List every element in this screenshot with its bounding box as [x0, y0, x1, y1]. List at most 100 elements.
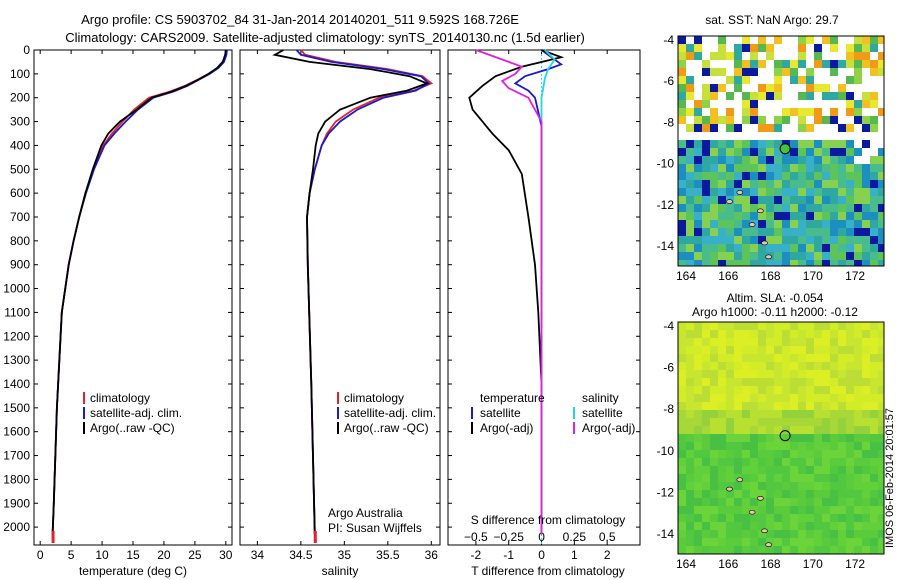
map-cell: [822, 522, 830, 530]
map-cell: [854, 394, 862, 402]
map-cell: [798, 76, 806, 84]
map-cell: [870, 378, 878, 386]
map-cell: [798, 44, 806, 52]
map-cell: [830, 338, 838, 346]
map-cell: [830, 498, 838, 506]
map-cell: [838, 346, 846, 354]
map-cell: [790, 140, 798, 148]
map-cell: [734, 514, 742, 522]
map-cell: [846, 260, 854, 266]
map-cell: [774, 378, 782, 386]
map-cell: [718, 346, 726, 354]
map-cell: [838, 394, 846, 402]
timestamp-stamp: IMOS 06-Feb-2014 20:01:57: [884, 408, 896, 548]
map-cell: [742, 538, 750, 546]
legend-sal-argo: Argo(-adj): [582, 421, 635, 435]
map-cell: [750, 506, 758, 514]
map-cell: [822, 140, 830, 148]
map-cell: [686, 52, 694, 60]
map-cell: [862, 466, 870, 474]
x-tick-label: 30: [219, 548, 233, 562]
map-cell: [838, 530, 846, 538]
map-cell: [750, 418, 758, 426]
x-tick-label: -2: [471, 548, 482, 562]
map-cell: [878, 204, 884, 212]
map-cell: [774, 68, 782, 76]
map-cell: [758, 92, 766, 100]
series-line-satellite: [540, 49, 556, 535]
map-cell: [758, 362, 766, 370]
map-cell: [838, 434, 846, 442]
map-cell: [798, 498, 806, 506]
map-cell: [870, 482, 878, 490]
legend-climatology: climatology: [344, 391, 404, 405]
map-cell: [766, 530, 774, 538]
map-cell: [702, 180, 710, 188]
map-cell: [838, 426, 846, 434]
map-cell: [766, 522, 774, 530]
map-cell: [830, 172, 838, 180]
map-cell: [790, 354, 798, 362]
map-cell: [686, 362, 694, 370]
map-cell: [734, 490, 742, 498]
map-cell: [846, 164, 854, 172]
map-cell: [854, 490, 862, 498]
map-cell: [806, 92, 814, 100]
map-cell: [878, 148, 884, 156]
map-cell: [742, 514, 750, 522]
map-cell: [870, 36, 878, 44]
map-cell: [798, 188, 806, 196]
map-cell: [702, 466, 710, 474]
map-cell: [822, 490, 830, 498]
map-cell: [838, 156, 846, 164]
map-cell: [750, 458, 758, 466]
map-cell: [702, 490, 710, 498]
map-cell: [782, 188, 790, 196]
map-cell: [678, 450, 686, 458]
map-cell: [718, 498, 726, 506]
map-cell: [862, 124, 870, 132]
map-cell: [830, 474, 838, 482]
map-cell: [702, 442, 710, 450]
map-cell: [718, 188, 726, 196]
map-cell: [782, 474, 790, 482]
map-cell: [686, 522, 694, 530]
map-cell: [750, 410, 758, 418]
map-cell: [870, 68, 878, 76]
map-cell: [870, 442, 878, 450]
map-cell: [790, 442, 798, 450]
map-cell: [846, 514, 854, 522]
map-cell: [742, 100, 750, 108]
map-cell: [710, 442, 718, 450]
map-cell: [838, 92, 846, 100]
salinity-xlabel: salinity: [322, 564, 359, 578]
x-tick-label: 20: [157, 548, 171, 562]
map-cell: [798, 418, 806, 426]
map-cell: [870, 156, 878, 164]
map-cell: [790, 426, 798, 434]
map-cell: [862, 370, 870, 378]
map-cell: [758, 506, 766, 514]
map-cell: [726, 378, 734, 386]
map-cell: [790, 330, 798, 338]
map-cell: [710, 362, 718, 370]
map-cell: [758, 156, 766, 164]
map-x-tick-label: 170: [803, 557, 823, 571]
map-cell: [870, 418, 878, 426]
series-line-climatology: [51, 49, 227, 535]
map-cell: [702, 156, 710, 164]
map-cell: [686, 474, 694, 482]
map-cell: [734, 466, 742, 474]
map-cell: [726, 148, 734, 156]
map-cell: [806, 68, 814, 76]
map-cell: [750, 386, 758, 394]
map-cell: [822, 530, 830, 538]
map-cell: [774, 180, 782, 188]
map-cell: [838, 354, 846, 362]
map-cell: [806, 220, 814, 228]
map-cell: [758, 180, 766, 188]
map-cell: [678, 180, 686, 188]
map-cell: [790, 164, 798, 172]
map-cell: [758, 84, 766, 92]
map-cell: [854, 252, 862, 260]
